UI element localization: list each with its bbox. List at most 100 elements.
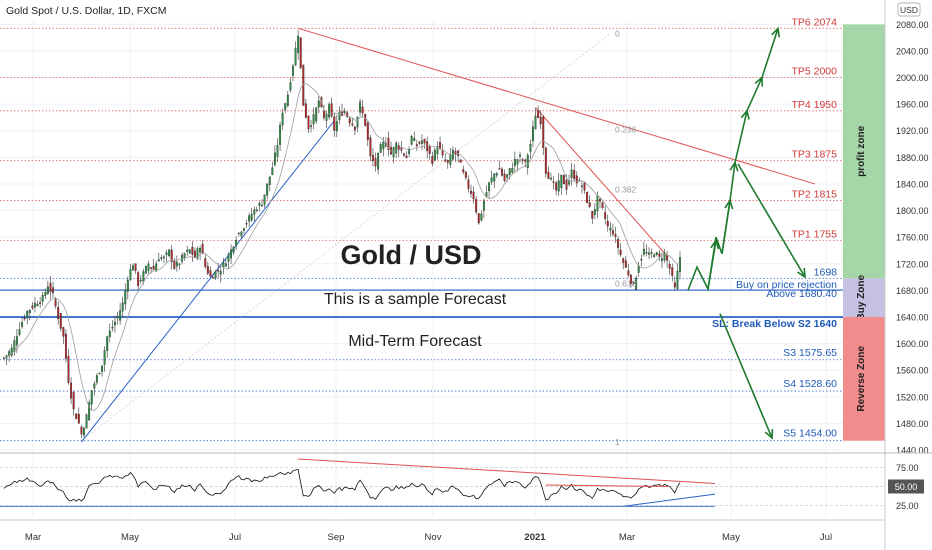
candle-body <box>44 291 47 296</box>
candle-body <box>519 154 521 157</box>
candle-body <box>160 257 163 260</box>
chart-symbol-header: Gold Spot / U.S. Dollar, 1D, FXCM <box>6 5 166 17</box>
candle-body <box>34 302 36 308</box>
candle-body <box>490 177 493 183</box>
candle-body <box>359 101 362 113</box>
forecast-arrow-up-3-head <box>729 160 739 172</box>
candle-body <box>611 230 614 235</box>
candle-body <box>253 209 256 215</box>
candle-body <box>397 145 400 151</box>
candle-body <box>258 202 261 206</box>
candle-body <box>113 321 116 326</box>
level-1698-label: 1698 <box>814 266 838 278</box>
candle-body <box>28 309 31 314</box>
currency-badge-box[interactable] <box>897 2 921 17</box>
candle-body <box>534 115 537 130</box>
time-axis: Mar May Jul Sep Nov 2021 Mar May Jul <box>0 519 885 543</box>
candle-body <box>374 158 377 167</box>
fib-label: 0.236 <box>615 124 637 134</box>
candle-body <box>266 183 269 196</box>
target-label: TP5 2000 <box>791 66 837 78</box>
candle-body <box>284 103 287 110</box>
candle-body <box>10 347 13 356</box>
candle-body <box>557 180 560 192</box>
candle-body <box>488 182 491 192</box>
candle-body <box>444 159 447 162</box>
candle-body <box>421 140 423 144</box>
candle-body <box>95 375 98 383</box>
candle-body <box>173 260 176 269</box>
candle-body <box>49 282 52 293</box>
candle-body <box>346 112 349 117</box>
candle-body <box>516 159 519 165</box>
price-candles <box>3 30 681 438</box>
level-labels: TP6 2074 TP5 2000 TP4 1950 TP3 1875 TP2 1815… <box>615 16 837 447</box>
main-title: Gold / USD <box>341 240 482 270</box>
candle-body <box>212 277 214 279</box>
target-label: TP2 1815 <box>791 189 837 201</box>
moving-average-line <box>3 83 681 411</box>
candle-body <box>276 145 279 157</box>
candle-body <box>560 174 563 188</box>
candle-body <box>59 313 62 329</box>
candle-body <box>648 252 650 255</box>
level-lines <box>0 27 843 442</box>
price-tick-label: 1880.00 <box>896 153 929 163</box>
candle-body <box>400 147 403 151</box>
candle-body <box>570 169 573 178</box>
rsi-resistance-line <box>298 458 716 484</box>
candle-body <box>653 254 656 258</box>
candle-body <box>593 209 596 215</box>
candle-body <box>433 149 436 161</box>
price-tick-label: 1480.00 <box>896 419 929 429</box>
candle-body <box>294 47 297 66</box>
rsi-pane: 75.00 50.00 25.00 <box>0 458 924 511</box>
candle-body <box>439 142 441 150</box>
candle-body <box>268 176 271 186</box>
candle-body <box>250 213 253 221</box>
candle-body <box>18 329 21 335</box>
candle-body <box>214 270 217 278</box>
candle-body <box>85 414 88 429</box>
candle-body <box>441 150 444 156</box>
resistance-trendline-2 <box>535 107 669 258</box>
candle-body <box>41 295 44 302</box>
candle-body <box>655 252 658 255</box>
candle-body <box>108 330 111 338</box>
candle-body <box>328 104 331 118</box>
candle-body <box>402 153 405 156</box>
candle-body <box>624 260 627 268</box>
candle-body <box>129 269 132 280</box>
candle-body <box>599 198 601 202</box>
candle-body <box>503 173 506 181</box>
candle-body <box>459 159 462 163</box>
support-label: S5 1454.00 <box>783 428 837 440</box>
candle-body <box>338 111 341 120</box>
candle-body <box>62 327 65 337</box>
price-tick-label: 1720.00 <box>896 259 929 269</box>
candle-body <box>604 212 607 219</box>
candle-body <box>529 144 532 152</box>
candle-body <box>124 290 127 305</box>
candle-body <box>93 383 96 389</box>
candle-body <box>317 100 320 108</box>
fib-diagonal <box>81 33 611 442</box>
forecast-arrow-up-5-head <box>754 75 764 87</box>
candle-body <box>46 286 49 294</box>
candle-body <box>640 258 643 261</box>
candle-body <box>361 106 364 114</box>
candle-body <box>121 302 124 312</box>
candle-body <box>240 231 243 237</box>
candle-body <box>601 202 604 208</box>
candle-body <box>449 154 452 165</box>
candle-body <box>72 392 75 410</box>
candle-body <box>106 336 109 352</box>
candle-body <box>470 190 472 194</box>
mid-term-label: Mid-Term Forecast <box>348 333 482 350</box>
candle-body <box>423 139 426 144</box>
candle-body <box>157 259 160 262</box>
candle-body <box>542 116 545 148</box>
candle-body <box>369 137 372 157</box>
candle-body <box>562 175 565 185</box>
